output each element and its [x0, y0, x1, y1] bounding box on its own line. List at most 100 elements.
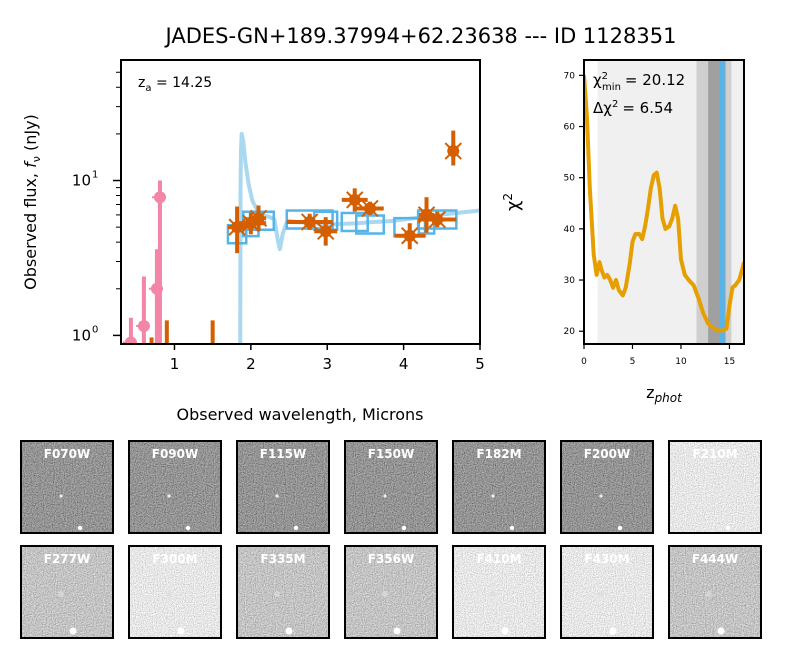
- chi2-xtick-label-1: 5: [630, 357, 636, 367]
- sed-ylabel-main: Observed flux,: [21, 168, 40, 290]
- cutout-noise-image: [453, 441, 545, 533]
- nircam-cross-8: [316, 222, 335, 241]
- cutout-star: [725, 525, 731, 531]
- sed-xtick-label-4: 5: [475, 355, 485, 373]
- cutout-thumbnail-f150w: F150W: [344, 440, 438, 534]
- cutout-label: F356W: [368, 552, 414, 566]
- nircam-cross-7: [300, 213, 319, 231]
- cutout-grid: F070W F090W F115W F150W F182M F200W F210M F277W…: [20, 440, 762, 639]
- cutout-label: F444W: [692, 552, 738, 566]
- cutout-source: [382, 591, 388, 597]
- nircam-cross-9: [346, 191, 364, 209]
- cutout-source: [166, 591, 172, 597]
- cutout-source: [707, 494, 711, 498]
- cutout-noise-image: [561, 441, 653, 533]
- figure-title: JADES-GN+189.37994+62.23638 --- ID 11283…: [164, 24, 677, 48]
- cutout-star: [177, 627, 185, 635]
- cutout-star: [77, 525, 83, 531]
- sed-ytick-label-0: 10: [72, 326, 91, 344]
- cutout-label: F090W: [152, 447, 198, 461]
- sed-plot-area: [122, 130, 480, 344]
- cutout-noise-image: [345, 546, 437, 638]
- cutout-thumbnail-f335m: F335M: [236, 545, 330, 639]
- cutout-label: F200W: [584, 447, 630, 461]
- cutout-source: [275, 494, 279, 498]
- chi2-ytick-label-1: 30: [564, 276, 576, 286]
- chi2-xlabel-main: z: [646, 383, 654, 402]
- chi2-min-sup: 2: [602, 71, 608, 82]
- cutout-frame: [452, 440, 546, 534]
- cutout-frame: [668, 545, 762, 639]
- cutout-noise-image: [237, 441, 329, 533]
- cutout-label: F150W: [368, 447, 414, 461]
- cutout-thumbnail-f070w: F070W: [20, 440, 114, 534]
- cutout-thumbnail-f444w: F444W: [668, 545, 762, 639]
- nircam-cross-11: [401, 227, 419, 245]
- sed-xtick-label-0: 1: [170, 355, 180, 373]
- chi2-ytick-label-3: 50: [564, 174, 576, 184]
- chi2-axes-frame: [583, 59, 745, 345]
- cutout-noise-image: [237, 546, 329, 638]
- sed-xlabel: Observed wavelength, Microns: [177, 405, 424, 424]
- cutout-frame: [668, 440, 762, 534]
- cutout-source: [59, 494, 63, 498]
- chi2-min-value: = 20.12: [625, 71, 685, 89]
- cutout-star: [401, 525, 407, 531]
- cutout-noise-image: [21, 441, 113, 533]
- sed-ytick-exp-1: 1: [92, 170, 98, 181]
- sed-ylabel-sub: ν: [30, 156, 43, 162]
- cutout-source: [599, 494, 603, 498]
- cutout-label: F335M: [260, 552, 305, 566]
- cutout-frame: [128, 545, 222, 639]
- sed-xtick-label-1: 2: [246, 355, 256, 373]
- nircam-cross-13: [428, 210, 446, 229]
- sed-xtick-label-3: 4: [399, 355, 409, 373]
- chi2-min-sym: χ: [593, 71, 602, 89]
- sed-annotation: za = 14.25: [138, 75, 212, 94]
- cutout-source: [706, 591, 712, 597]
- cutout-frame: [20, 545, 114, 639]
- cutout-source: [490, 591, 496, 597]
- cutout-frame: [560, 545, 654, 639]
- cutout-noise-image: [453, 546, 545, 638]
- cutout-noise-image: [129, 546, 221, 638]
- cutout-noise-image: [129, 441, 221, 533]
- cutout-frame: [236, 440, 330, 534]
- cutout-frame: [128, 440, 222, 534]
- model-photometry-box-5: [340, 211, 369, 233]
- cutout-thumbnail-f356w: F356W: [344, 545, 438, 639]
- cutout-star: [617, 525, 623, 531]
- cutout-star: [509, 525, 515, 531]
- cutout-star: [501, 627, 509, 635]
- cutout-frame: [344, 545, 438, 639]
- model-spectrum-line: [238, 131, 480, 344]
- cutout-source: [167, 494, 171, 498]
- sed-data-layer: [122, 130, 480, 344]
- cutout-label: F182M: [476, 447, 521, 461]
- chi2-xlabel: zphot: [646, 383, 683, 405]
- delta-chi2-sup: 2: [612, 99, 618, 110]
- nircam-cross-6: [249, 209, 268, 228]
- chi2-ytick-label-5: 70: [564, 71, 576, 81]
- cutout-label: F070W: [44, 447, 90, 461]
- sed-ytick-label-1: 10: [72, 172, 91, 190]
- delta-chi2-sym: Δχ: [593, 99, 612, 117]
- delta-chi2-annotation: Δχ2 = 6.54: [593, 99, 673, 117]
- chi2-xtick-label-2: 10: [675, 357, 687, 367]
- cutout-label: F430M: [584, 552, 629, 566]
- sed-annotation-value: = 14.25: [152, 75, 213, 91]
- chi2-ticks: 0 5 10 15 20 30 40 50 60 70: [564, 71, 736, 367]
- cutout-noise-image: [561, 546, 653, 638]
- cutout-thumbnail-f430m: F430M: [560, 545, 654, 639]
- cutout-noise-image: [345, 441, 437, 533]
- cutout-frame: [236, 545, 330, 639]
- cutout-source: [598, 591, 604, 597]
- cutout-source: [383, 494, 387, 498]
- cutout-star: [185, 525, 191, 531]
- cutout-star: [285, 627, 293, 635]
- cutout-frame: [452, 545, 546, 639]
- chi2-data-layer: [584, 60, 744, 344]
- cutout-noise-image: [669, 546, 761, 638]
